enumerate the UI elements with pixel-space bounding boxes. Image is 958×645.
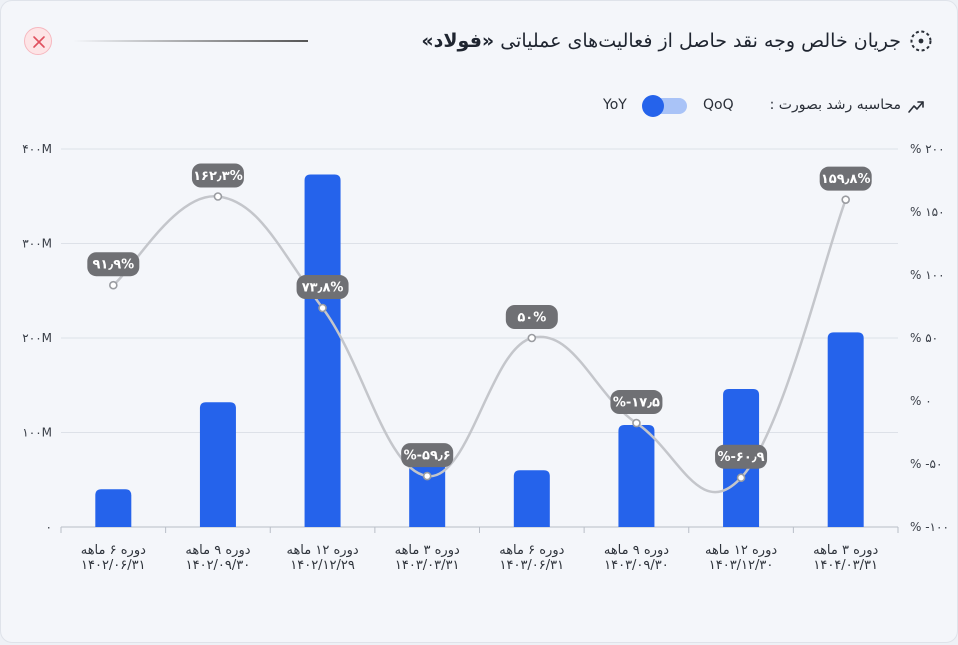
growth-point [318,303,327,313]
title-company: «فولاد» [421,30,495,52]
x-tick-label: دوره ۶ ماهه [81,543,146,558]
growth-point [632,418,641,428]
x-tick-label: دوره ۹ ماهه [604,543,669,558]
close-button[interactable] [24,27,52,55]
right-axis-tick-label: % -۱۰۰ [910,520,949,534]
x-tick-label: ۱۴۰۲/۱۲/۲۹ [290,558,355,573]
growth-point [422,471,432,481]
growth-label-bg [715,444,768,469]
left-axis-tick-label: ۳۰۰M [22,237,52,251]
x-tick-label: ۱۴۰۳/۰۹/۳۰ [604,558,669,573]
title-divider [73,40,308,42]
qoq-option[interactable]: QoQ [703,97,734,113]
x-tick-label: دوره ۳ ماهه [813,543,878,558]
growth-label-bg [296,275,349,300]
x-tick-label: ۱۴۰۲/۰۹/۳۰ [186,558,251,573]
x-tick-label: ۱۴۰۴/۰۳/۳۱ [813,558,878,573]
growth-data-label: ۹۱٫۹% [92,258,134,273]
growth-point [213,192,223,201]
growth-label-bg [819,166,872,191]
x-tick-label: دوره ۹ ماهه [185,543,250,558]
x-tick-label: ۱۴۰۳/۱۲/۳۰ [709,558,774,573]
growth-point [527,333,537,343]
left-axis-tick-label: ۱۰۰M [22,426,52,440]
growth-point [841,195,850,204]
bar [827,332,864,527]
bar [513,470,550,527]
right-axis-tick-label: % ۱۰۰ [910,268,945,282]
right-axis-tick-label: % ۰ [910,394,932,408]
growth-data-label: %-۵۹٫۶ [404,449,451,464]
right-axis-tick-label: % ۵۰ [910,331,938,345]
right-axis-tick-label: % -۵۰ [910,457,942,471]
yoy-option[interactable]: YoY [603,97,627,113]
page-title: جریان خالص وجه نقد حاصل از فعالیت‌های عم… [421,27,901,55]
bar [304,174,341,527]
x-tick-label: ۱۴۰۲/۰۶/۳۱ [81,558,146,573]
trend-icon [908,101,924,113]
x-tick-label: دوره ۱۲ ماهه [286,543,358,558]
growth-data-label: ۵۰% [517,311,546,326]
growth-data-label: ۱۵۹٫۸% [821,172,871,187]
toggle-knob[interactable] [642,95,664,117]
growth-label-bg [610,390,663,415]
right-axis-tick-label: % ۱۵۰ [910,205,945,219]
bar [95,489,132,527]
growth-point [736,473,746,483]
growth-label-bg [505,305,558,329]
x-tick-label: دوره ۱۲ ماهه [705,543,777,558]
growth-mode-toggle[interactable] [642,95,687,117]
x-tick-label: ۱۴۰۳/۰۳/۳۱ [395,558,460,573]
right-axis-tick-label: % ۲۰۰ [910,142,945,156]
left-axis-tick-label: ۰ [46,520,52,534]
growth-label-bg [87,252,140,277]
left-axis-tick-label: ۲۰۰M [22,331,52,345]
growth-data-label: ۷۳٫۸% [302,281,344,296]
growth-data-label: ۱۶۲٫۳% [193,169,243,184]
growth-data-label: %-۶۰٫۹ [718,450,765,465]
bar [618,424,655,527]
growth-label-bg [191,163,244,188]
bar [199,402,236,527]
x-tick-label: ۱۴۰۳/۰۶/۳۱ [500,558,565,573]
dashed-circle-icon [910,30,932,52]
growth-data-label: %-۱۷٫۵ [613,396,660,411]
bar [409,458,446,527]
x-tick-label: دوره ۶ ماهه [499,543,564,558]
title-prefix: جریان خالص وجه نقد حاصل از فعالیت‌های عم… [500,30,901,52]
left-axis-tick-label: ۴۰۰M [22,142,52,156]
close-icon [33,36,45,48]
growth-point [109,280,118,290]
growth-label-bg [401,443,454,468]
growth-calc-label: محاسبه رشد بصورت : [769,97,901,113]
x-tick-label: دوره ۳ ماهه [395,543,460,558]
